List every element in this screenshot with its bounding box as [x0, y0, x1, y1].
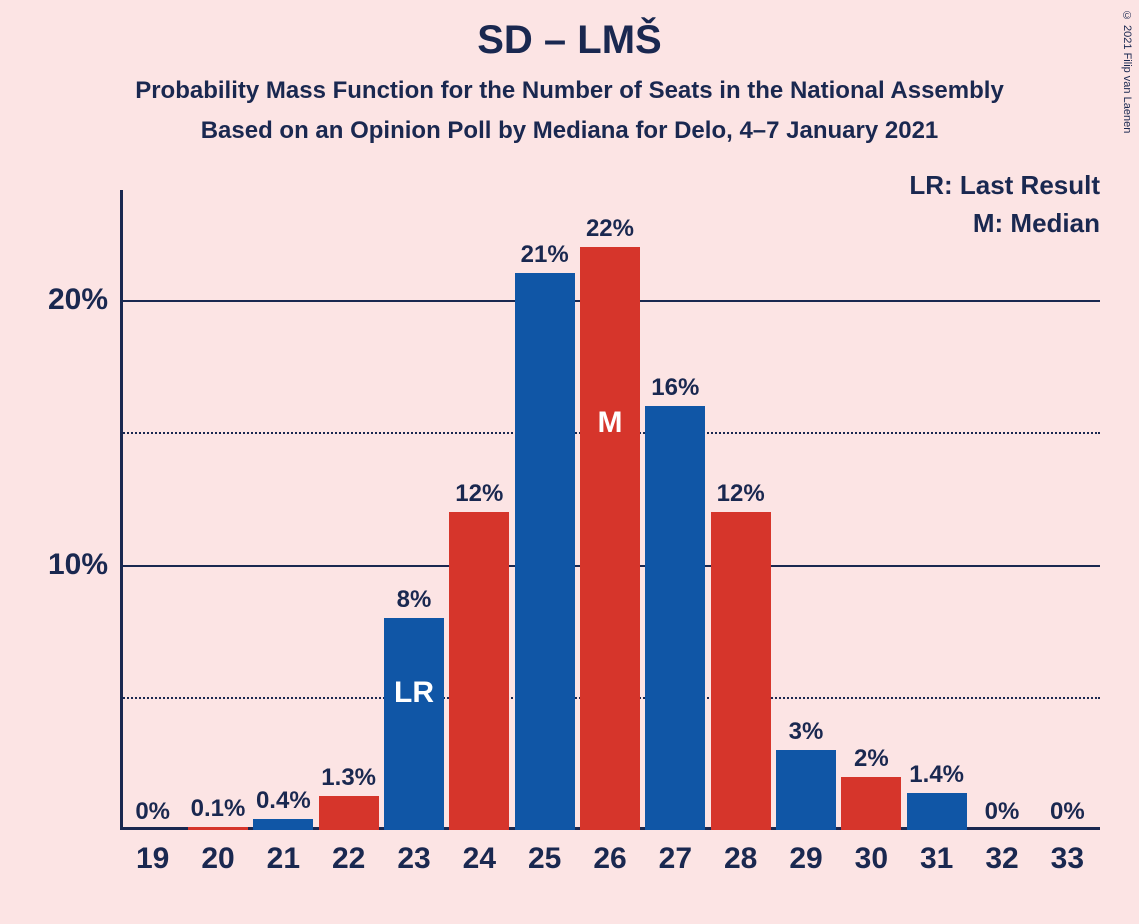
bar: 12% [449, 512, 509, 830]
x-tick-label: 27 [659, 830, 692, 876]
bar-value-label: 3% [789, 718, 824, 750]
bar: 21% [515, 273, 575, 830]
x-tick-label: 30 [855, 830, 888, 876]
x-tick-label: 29 [789, 830, 822, 876]
bar-value-label: 0% [135, 798, 170, 830]
bar: 1.4% [907, 793, 967, 830]
bar-value-label: 0.1% [191, 795, 246, 827]
bar-value-label: 16% [651, 374, 699, 406]
chart-subtitle-1: Probability Mass Function for the Number… [0, 77, 1139, 105]
chart-plot-area: 10%20%190%200.1%210.4%221.3%238%2412%252… [120, 220, 1100, 830]
bar-value-label: 12% [455, 480, 503, 512]
bar: 0.4% [253, 819, 313, 830]
x-tick-label: 31 [920, 830, 953, 876]
bar: 2% [841, 777, 901, 830]
bar-annotation: LR [394, 676, 434, 710]
copyright-text: © 2021 Filip van Laenen [1121, 10, 1133, 133]
x-tick-label: 22 [332, 830, 365, 876]
y-tick-label: 10% [48, 548, 120, 582]
bar-annotation: M [598, 406, 623, 440]
bar-value-label: 0% [985, 798, 1020, 830]
x-tick-label: 33 [1051, 830, 1084, 876]
bar-value-label: 1.4% [909, 761, 964, 793]
legend-median: M: Median [880, 208, 1100, 239]
bar: 1.3% [319, 796, 379, 830]
bar-value-label: 22% [586, 215, 634, 247]
bar-value-label: 1.3% [321, 764, 376, 796]
x-tick-label: 26 [593, 830, 626, 876]
bar: 16% [645, 406, 705, 830]
bar: 22% [580, 247, 640, 830]
x-tick-label: 19 [136, 830, 169, 876]
bar-value-label: 21% [521, 241, 569, 273]
bar: 0.1% [188, 827, 248, 830]
legend-last-result: LR: Last Result [880, 170, 1100, 201]
bar-value-label: 0% [1050, 798, 1085, 830]
x-tick-label: 25 [528, 830, 561, 876]
x-tick-label: 32 [985, 830, 1018, 876]
bar-value-label: 2% [854, 745, 889, 777]
x-tick-label: 23 [397, 830, 430, 876]
x-tick-label: 20 [201, 830, 234, 876]
bar: 3% [776, 750, 836, 830]
x-tick-label: 28 [724, 830, 757, 876]
y-tick-label: 20% [48, 283, 120, 317]
bar-value-label: 8% [397, 586, 432, 618]
bar: 8% [384, 618, 444, 830]
bar-value-label: 12% [717, 480, 765, 512]
chart-subtitle-2: Based on an Opinion Poll by Mediana for … [0, 117, 1139, 145]
x-tick-label: 24 [463, 830, 496, 876]
chart-title: SD – LMŠ [0, 0, 1139, 63]
x-tick-label: 21 [267, 830, 300, 876]
y-axis [120, 190, 123, 830]
bar: 12% [711, 512, 771, 830]
bar-value-label: 0.4% [256, 787, 311, 819]
